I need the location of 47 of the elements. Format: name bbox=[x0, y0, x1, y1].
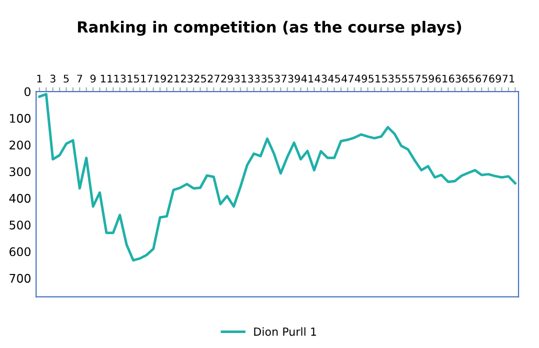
x-tick-label: 61 bbox=[436, 74, 448, 83]
x-tick-label: 23 bbox=[181, 74, 193, 83]
x-tick-label: 27 bbox=[208, 74, 220, 82]
x-tick-label: 29 bbox=[221, 74, 233, 83]
legend-label: Dion Purll 1 bbox=[254, 327, 316, 336]
x-tick-label: 43 bbox=[314, 74, 327, 83]
x-tick-label: 1 bbox=[37, 74, 42, 82]
x-tick-label: 31 bbox=[234, 74, 246, 83]
x-tick-label: 9 bbox=[90, 74, 96, 83]
x-tick-label: 65 bbox=[462, 74, 474, 83]
x-tick-label: 21 bbox=[168, 74, 180, 82]
x-tick-label: 25 bbox=[194, 74, 206, 83]
x-tick-label: 17 bbox=[141, 74, 152, 82]
y-tick-label: 600 bbox=[10, 247, 30, 256]
x-tick-label: 57 bbox=[408, 74, 420, 83]
x-tick-label: 41 bbox=[301, 74, 314, 82]
x-tick-label: 13 bbox=[114, 74, 126, 83]
x-tick-label: 33 bbox=[248, 74, 260, 83]
y-tick-label: 400 bbox=[9, 194, 30, 203]
y-tick-label: 200 bbox=[10, 140, 30, 150]
x-tick-label: 69 bbox=[489, 74, 501, 83]
chart-title: Ranking in competition (as the course plays) bbox=[78, 20, 462, 36]
x-tick-label: 71 bbox=[502, 74, 514, 82]
x-tick-label: 11 bbox=[100, 74, 112, 82]
x-tick-label: 45 bbox=[328, 74, 340, 83]
x-tick-label: 5 bbox=[64, 74, 69, 83]
x-tick-label: 7 bbox=[77, 74, 82, 82]
x-tick-label: 51 bbox=[368, 74, 380, 83]
x-tick-label: 49 bbox=[354, 74, 367, 83]
x-tick-label: 35 bbox=[261, 74, 273, 83]
x-tick-label: 63 bbox=[448, 74, 461, 83]
x-tick-label: 37 bbox=[274, 74, 286, 83]
x-tick-label: 39 bbox=[288, 74, 300, 83]
x-tick-label: 19 bbox=[154, 74, 166, 83]
y-tick-label: 700 bbox=[10, 274, 30, 283]
x-tick-label: 67 bbox=[476, 74, 488, 83]
x-tick-label: 55 bbox=[395, 74, 407, 83]
line-series bbox=[38, 92, 516, 262]
y-tick-label: 300 bbox=[10, 167, 30, 176]
x-tick-label: 59 bbox=[422, 74, 434, 83]
x-tick-label: 15 bbox=[128, 74, 139, 83]
y-tick-label: 500 bbox=[10, 220, 30, 230]
x-tick-label: 53 bbox=[382, 74, 394, 83]
y-tick-label: 0 bbox=[24, 87, 30, 96]
x-tick-label: 47 bbox=[342, 74, 354, 82]
y-tick-label: 100 bbox=[10, 114, 30, 123]
x-tick-label: 3 bbox=[50, 74, 56, 83]
